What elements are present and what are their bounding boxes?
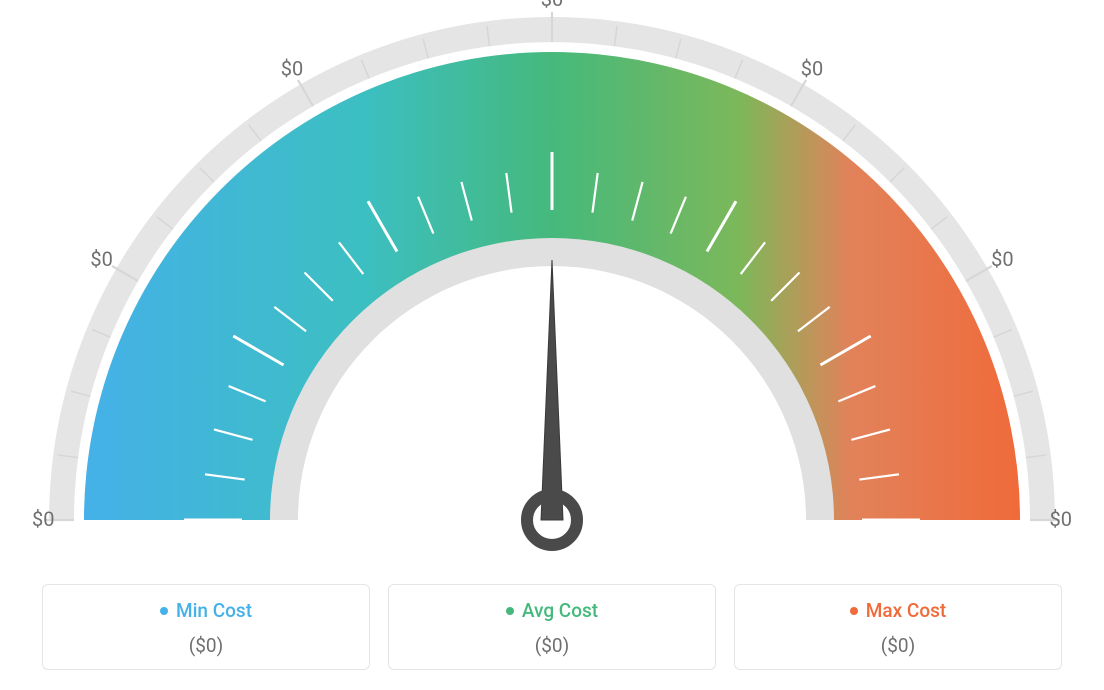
legend-dot-max — [850, 607, 858, 615]
legend-label-max: Max Cost — [866, 599, 946, 622]
svg-text:$0: $0 — [281, 57, 303, 81]
svg-text:$0: $0 — [1050, 507, 1072, 531]
svg-text:$0: $0 — [991, 247, 1013, 271]
gauge-chart: $0 $0 $0 $0 $0 $0 $0 — [0, 0, 1104, 560]
legend-card-min: Min Cost ($0) — [42, 584, 370, 670]
legend-value-avg: ($0) — [399, 634, 705, 657]
legend-row: Min Cost ($0) Avg Cost ($0) Max Cost ($0… — [42, 584, 1062, 670]
svg-text:$0: $0 — [801, 57, 823, 81]
legend-card-avg: Avg Cost ($0) — [388, 584, 716, 670]
legend-label-avg: Avg Cost — [522, 599, 598, 622]
legend-value-max: ($0) — [745, 634, 1051, 657]
cost-gauge-container: $0 $0 $0 $0 $0 $0 $0 Min Cost ($0) Avg Cost ($… — [0, 0, 1104, 690]
svg-text:$0: $0 — [90, 247, 112, 271]
legend-value-min: ($0) — [53, 634, 359, 657]
gauge-svg: $0 $0 $0 $0 $0 $0 $0 — [0, 0, 1104, 560]
legend-card-max: Max Cost ($0) — [734, 584, 1062, 670]
svg-text:$0: $0 — [541, 0, 563, 11]
legend-title-min: Min Cost — [160, 599, 252, 622]
legend-label-min: Min Cost — [176, 599, 252, 622]
legend-dot-avg — [506, 607, 514, 615]
svg-text:$0: $0 — [32, 507, 54, 531]
legend-dot-min — [160, 607, 168, 615]
legend-title-max: Max Cost — [850, 599, 946, 622]
legend-title-avg: Avg Cost — [506, 599, 598, 622]
